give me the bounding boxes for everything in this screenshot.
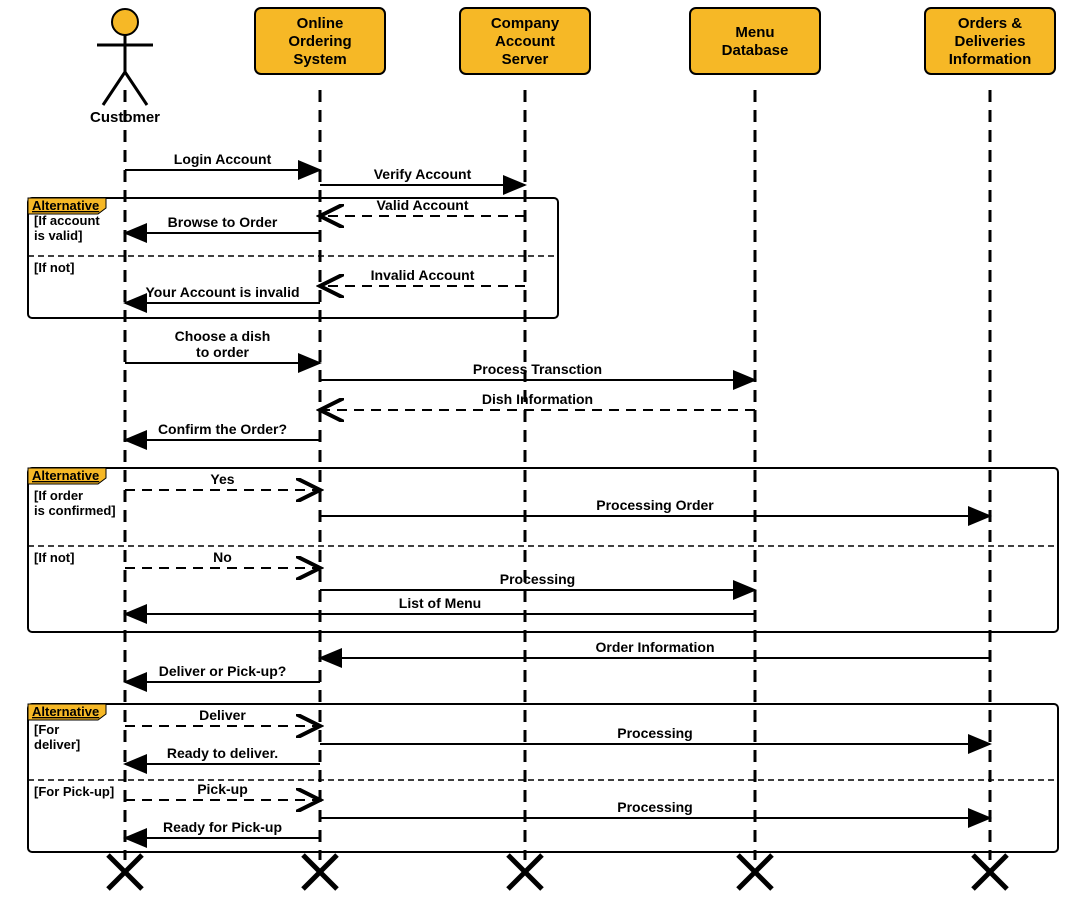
participant-label: Online [297,15,344,32]
message-label: Deliver [199,707,246,723]
message: Dish Information [320,391,755,410]
participant-label: Database [722,42,789,59]
message-label: Pick-up [197,781,248,797]
message-label: Yes [210,471,234,487]
message-label: Confirm the Order? [158,421,287,437]
message: Order Information [320,639,990,658]
message-label: Processing Order [596,497,714,513]
message: Deliver or Pick-up? [125,663,320,682]
message-label: Deliver or Pick-up? [159,663,287,679]
participant-box: CompanyAccountServer [460,8,590,74]
participant-label: System [293,51,346,68]
participant-label: Company [491,15,560,32]
alt-guard: [If not] [34,550,74,565]
message: Processing Order [320,497,990,516]
message-label: Dish Information [482,391,593,407]
message-label: Ready for Pick-up [163,819,282,835]
participant-label: Menu [735,24,774,41]
actor-customer: Customer [90,9,160,126]
message: No [125,549,320,568]
alt-guard: [If order [34,488,83,503]
participant-label: Deliveries [955,33,1026,50]
message-label: Choose a dish [175,328,271,344]
lifeline-destroy [973,855,1007,889]
message: Ready for Pick-up [125,819,320,838]
message-label: Processing [500,571,575,587]
alt-guard: [For Pick-up] [34,784,114,799]
message: Deliver [125,707,320,726]
message: List of Menu [125,595,755,614]
message: Verify Account [320,166,525,185]
message: Processing [320,799,990,818]
message-label: Valid Account [376,197,468,213]
alt-guard: [For [34,722,59,737]
participant-box: OnlineOrderingSystem [255,8,385,74]
alt-tab-label: Alternative [32,468,99,483]
lifeline-destroy [303,855,337,889]
message: Processing [320,571,755,590]
message: Pick-up [125,781,320,800]
message: Invalid Account [320,267,525,286]
alt-frame: Alternative [If orderis confirmed] [If not… [28,468,1058,632]
message: Ready to deliver. [125,745,320,764]
participant-label: Orders & [958,15,1022,32]
message: Yes [125,471,320,490]
message-label: Ready to deliver. [167,745,278,761]
message-label: Processing [617,725,692,741]
message: Choose a dishto order [125,328,320,363]
message-label: Login Account [174,151,272,167]
message: Confirm the Order? [125,421,320,440]
alt-guard: [If account [34,213,100,228]
alt-frame: Alternative[If accountis valid] [If not] [28,198,558,318]
message: Processing [320,725,990,744]
alt-guard: [If not] [34,260,74,275]
participant-label: Account [495,33,555,50]
message-label: Verify Account [374,166,472,182]
message: Login Account [125,151,320,170]
message-label: Process Transction [473,361,602,377]
message-label: No [213,549,232,565]
participant-label: Information [949,51,1032,68]
lifeline-destroy [738,855,772,889]
alt-guard: is valid] [34,228,82,243]
sequence-diagram: Alternative[If accountis valid][If not]A… [0,0,1074,900]
message-label: Order Information [595,639,714,655]
message-label: Your Account is invalid [145,284,299,300]
message-label: Browse to Order [168,214,278,230]
message: Valid Account [320,197,525,216]
message-label: to order [196,344,249,360]
participant-box: MenuDatabase [690,8,820,74]
alt-guard: deliver] [34,737,80,752]
alt-tab-label: Alternative [32,704,99,719]
alt-guard: is confirmed] [34,503,116,518]
alt-tab-label: Alternative [32,198,99,213]
message-label: Processing [617,799,692,815]
participant-box: Orders &DeliveriesInformation [925,8,1055,74]
message: Process Transction [320,361,755,380]
participant-label: Ordering [288,33,351,50]
lifeline-destroy [108,855,142,889]
actor-label: Customer [90,109,160,126]
message-label: Invalid Account [371,267,475,283]
message: Your Account is invalid [125,284,320,303]
message-label: List of Menu [399,595,481,611]
lifeline-destroy [508,855,542,889]
participant-label: Server [502,51,549,68]
message: Browse to Order [125,214,320,233]
